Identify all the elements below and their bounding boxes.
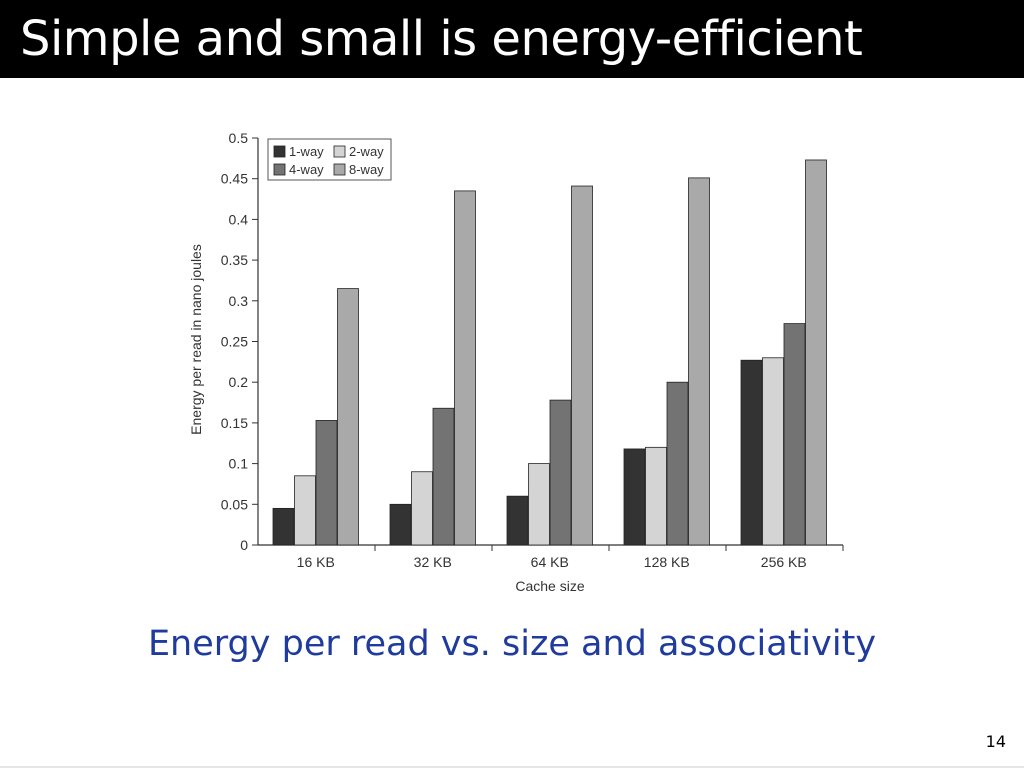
title-bar: Simple and small is energy-efficient xyxy=(0,0,1024,78)
y-tick-label: 0.05 xyxy=(221,496,248,512)
y-tick-label: 0.25 xyxy=(221,334,248,350)
bar-1-way-256KB xyxy=(740,359,763,546)
bar-8-way-256KB xyxy=(805,159,827,546)
y-tick-label: 0.45 xyxy=(221,171,248,187)
legend-label-8-way: 8-way xyxy=(349,162,384,177)
y-tick-label: 0.1 xyxy=(229,456,249,472)
bar-2-way-256KB xyxy=(762,357,784,546)
slide-caption: Energy per read vs. size and associativi… xyxy=(147,624,877,664)
bar-8-way-32KB xyxy=(454,190,476,546)
labels-layer: 0 0.05 0.1 0.15 0.2 0.25 0.3 0.35 0.4 0.45 0.5 Ener… xyxy=(188,130,807,594)
x-tick-label: 256 KB xyxy=(761,554,807,570)
y-tick-label: 0.15 xyxy=(221,415,248,431)
bar-1-way-32KB xyxy=(389,503,412,546)
footer-divider xyxy=(0,766,1024,768)
x-tick-label: 16 KB xyxy=(297,554,335,570)
legend-layer: 1-way 2-way 4-way 8-way xyxy=(267,138,392,181)
y-axis-label: Energy per read in nano joules xyxy=(188,244,204,435)
legend-label-2-way: 2-way xyxy=(349,144,384,159)
legend-swatch-1-way xyxy=(273,145,286,158)
legend-label-1-way: 1-way xyxy=(289,144,324,159)
y-tick-label: 0.5 xyxy=(229,130,249,146)
legend-swatch-8-way xyxy=(333,163,346,176)
legend-label-4-way: 4-way xyxy=(289,162,324,177)
y-tick-label: 0.2 xyxy=(229,374,249,390)
bar-4-way-256KB xyxy=(783,323,806,546)
bar-4-way-128KB xyxy=(666,381,689,546)
bar-2-way-64KB xyxy=(528,463,550,546)
bar-1-way-64KB xyxy=(506,495,529,546)
y-tick-label: 0.35 xyxy=(221,252,248,268)
x-tick-label: 64 KB xyxy=(531,554,569,570)
slide-number: 14 xyxy=(985,732,1006,751)
bars-layer xyxy=(272,159,827,546)
x-axis-label: Cache size xyxy=(515,578,584,594)
x-tick-label: 128 KB xyxy=(644,554,690,570)
legend-box xyxy=(267,138,392,181)
bar-4-way-32KB xyxy=(432,407,455,546)
bar-2-way-128KB xyxy=(645,446,667,546)
bar-4-way-64KB xyxy=(549,399,572,546)
x-tick-label: 32 KB xyxy=(414,554,452,570)
slide-title: Simple and small is energy-efficient xyxy=(20,11,863,67)
y-tick-label: 0 xyxy=(240,537,248,553)
bar-2-way-16KB xyxy=(294,475,316,546)
y-tick-label: 0.3 xyxy=(229,293,249,309)
bar-4-way-16KB xyxy=(315,420,338,546)
legend-swatch-2-way xyxy=(333,145,346,158)
legend-swatch-4-way xyxy=(273,163,286,176)
bar-8-way-16KB xyxy=(337,288,359,546)
bar-8-way-128KB xyxy=(688,177,710,546)
bar-8-way-64KB xyxy=(571,185,593,546)
y-tick-label: 0.4 xyxy=(229,211,249,227)
bar-1-way-16KB xyxy=(272,507,295,546)
bar-1-way-128KB xyxy=(623,448,646,546)
bar-2-way-32KB xyxy=(411,471,433,546)
